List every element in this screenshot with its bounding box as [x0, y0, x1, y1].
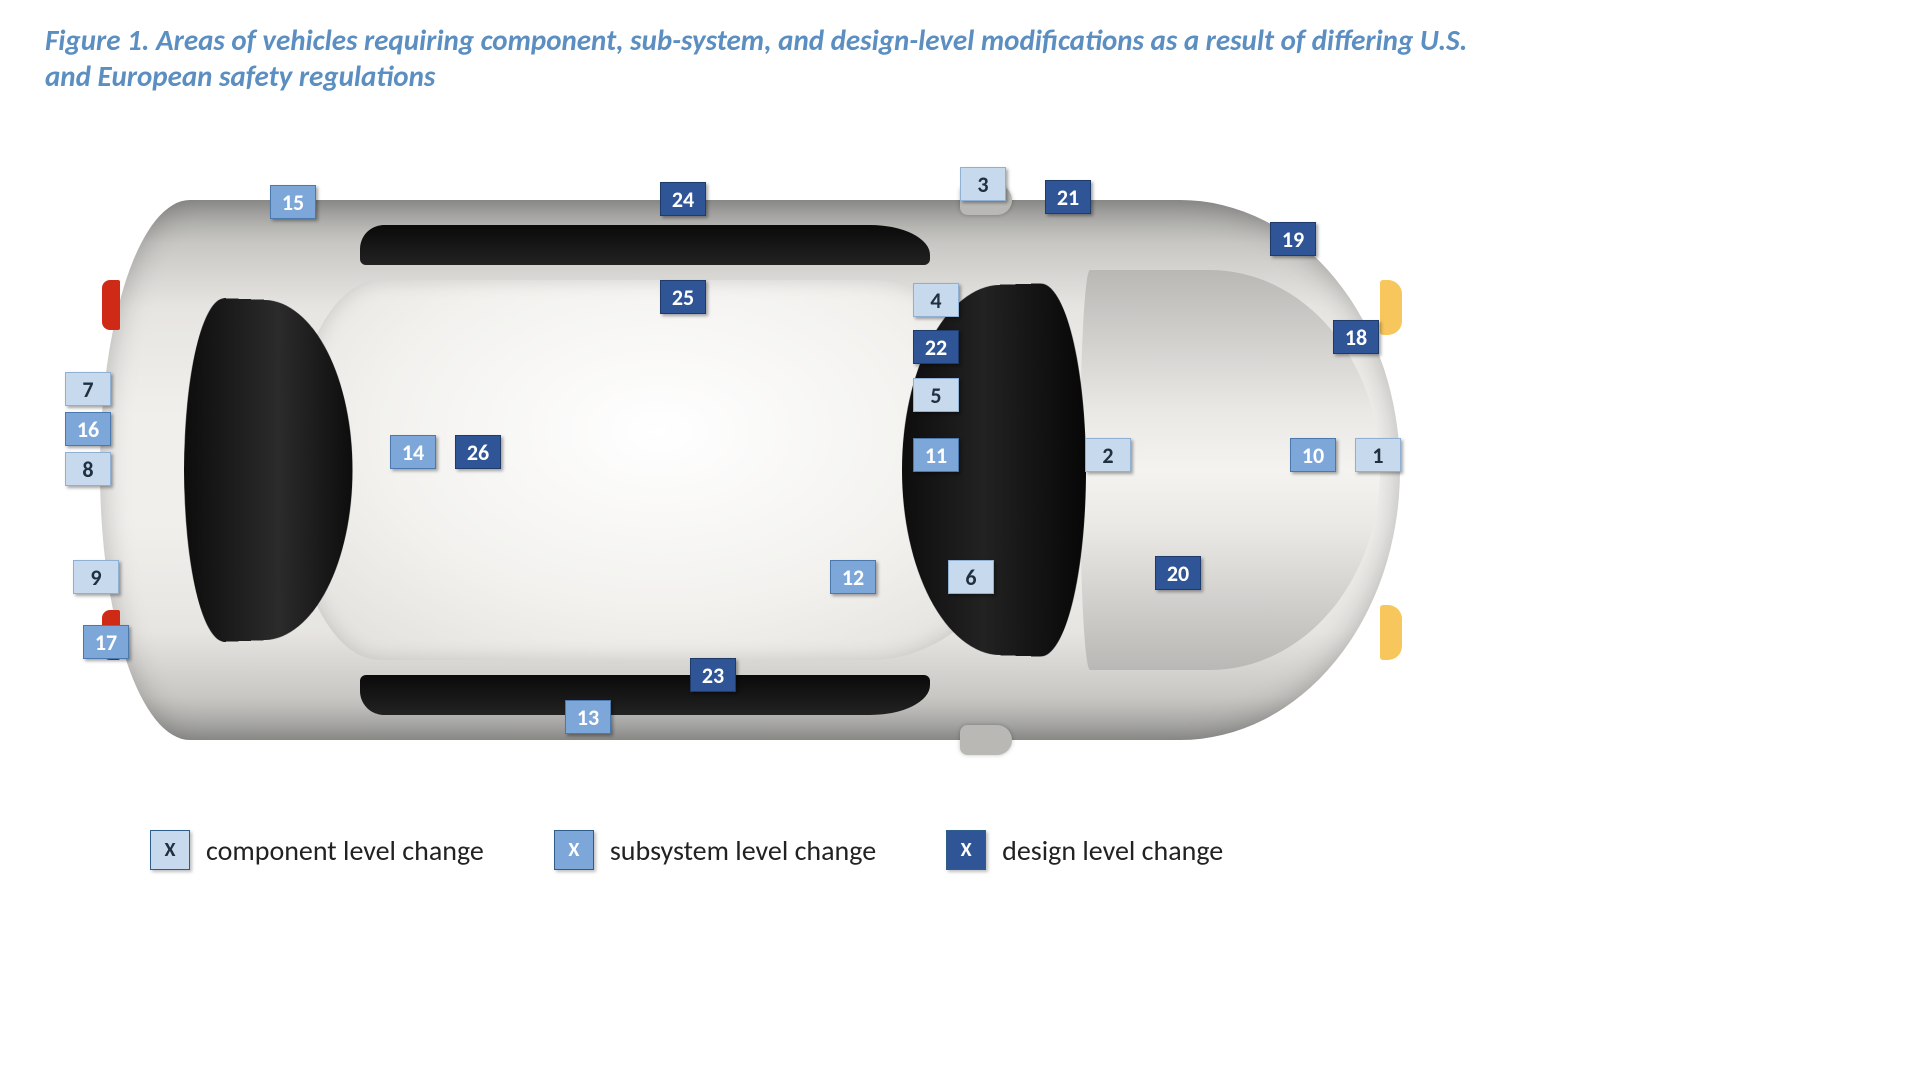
marker-23: 23	[690, 658, 736, 692]
marker-4: 4	[913, 283, 959, 317]
marker-3: 3	[960, 167, 1006, 201]
legend-label-subsystem: subsystem level change	[610, 833, 876, 868]
marker-22: 22	[913, 330, 959, 364]
marker-19: 19	[1270, 222, 1316, 256]
legend-item-design: X design level change	[946, 830, 1223, 870]
legend-label-design: design level change	[1002, 833, 1223, 868]
legend-item-subsystem: X subsystem level change	[554, 830, 876, 870]
marker-15: 15	[270, 185, 316, 219]
figure: Figure 1. Areas of vehicles requiring co…	[0, 0, 1920, 1080]
marker-11: 11	[913, 438, 959, 472]
figure-title: Figure 1. Areas of vehicles requiring co…	[45, 22, 1515, 95]
mirror-right	[960, 725, 1012, 755]
marker-21: 21	[1045, 180, 1091, 214]
legend-item-component: X component level change	[150, 830, 484, 870]
side-windows-left	[360, 225, 930, 265]
side-windows-right	[360, 675, 930, 715]
marker-9: 9	[73, 560, 119, 594]
legend-label-component: component level change	[206, 833, 484, 868]
marker-17: 17	[83, 625, 129, 659]
marker-24: 24	[660, 182, 706, 216]
marker-18: 18	[1333, 320, 1379, 354]
headlight-right	[1380, 605, 1402, 660]
car-diagram: 1234567891011121314151617181920212223242…	[60, 140, 1440, 800]
marker-10: 10	[1290, 438, 1336, 472]
marker-7: 7	[65, 372, 111, 406]
marker-2: 2	[1085, 438, 1131, 472]
marker-25: 25	[660, 280, 706, 314]
legend-swatch-design: X	[946, 830, 986, 870]
marker-14: 14	[390, 435, 436, 469]
marker-16: 16	[65, 412, 111, 446]
taillight-left	[102, 280, 120, 330]
marker-5: 5	[913, 378, 959, 412]
marker-20: 20	[1155, 556, 1201, 590]
legend-swatch-component: X	[150, 830, 190, 870]
headlight-left	[1380, 280, 1402, 335]
legend: X component level change X subsystem lev…	[150, 820, 1370, 880]
legend-swatch-subsystem: X	[554, 830, 594, 870]
marker-26: 26	[455, 435, 501, 469]
marker-8: 8	[65, 452, 111, 486]
marker-6: 6	[948, 560, 994, 594]
marker-12: 12	[830, 560, 876, 594]
marker-13: 13	[565, 700, 611, 734]
marker-1: 1	[1355, 438, 1401, 472]
